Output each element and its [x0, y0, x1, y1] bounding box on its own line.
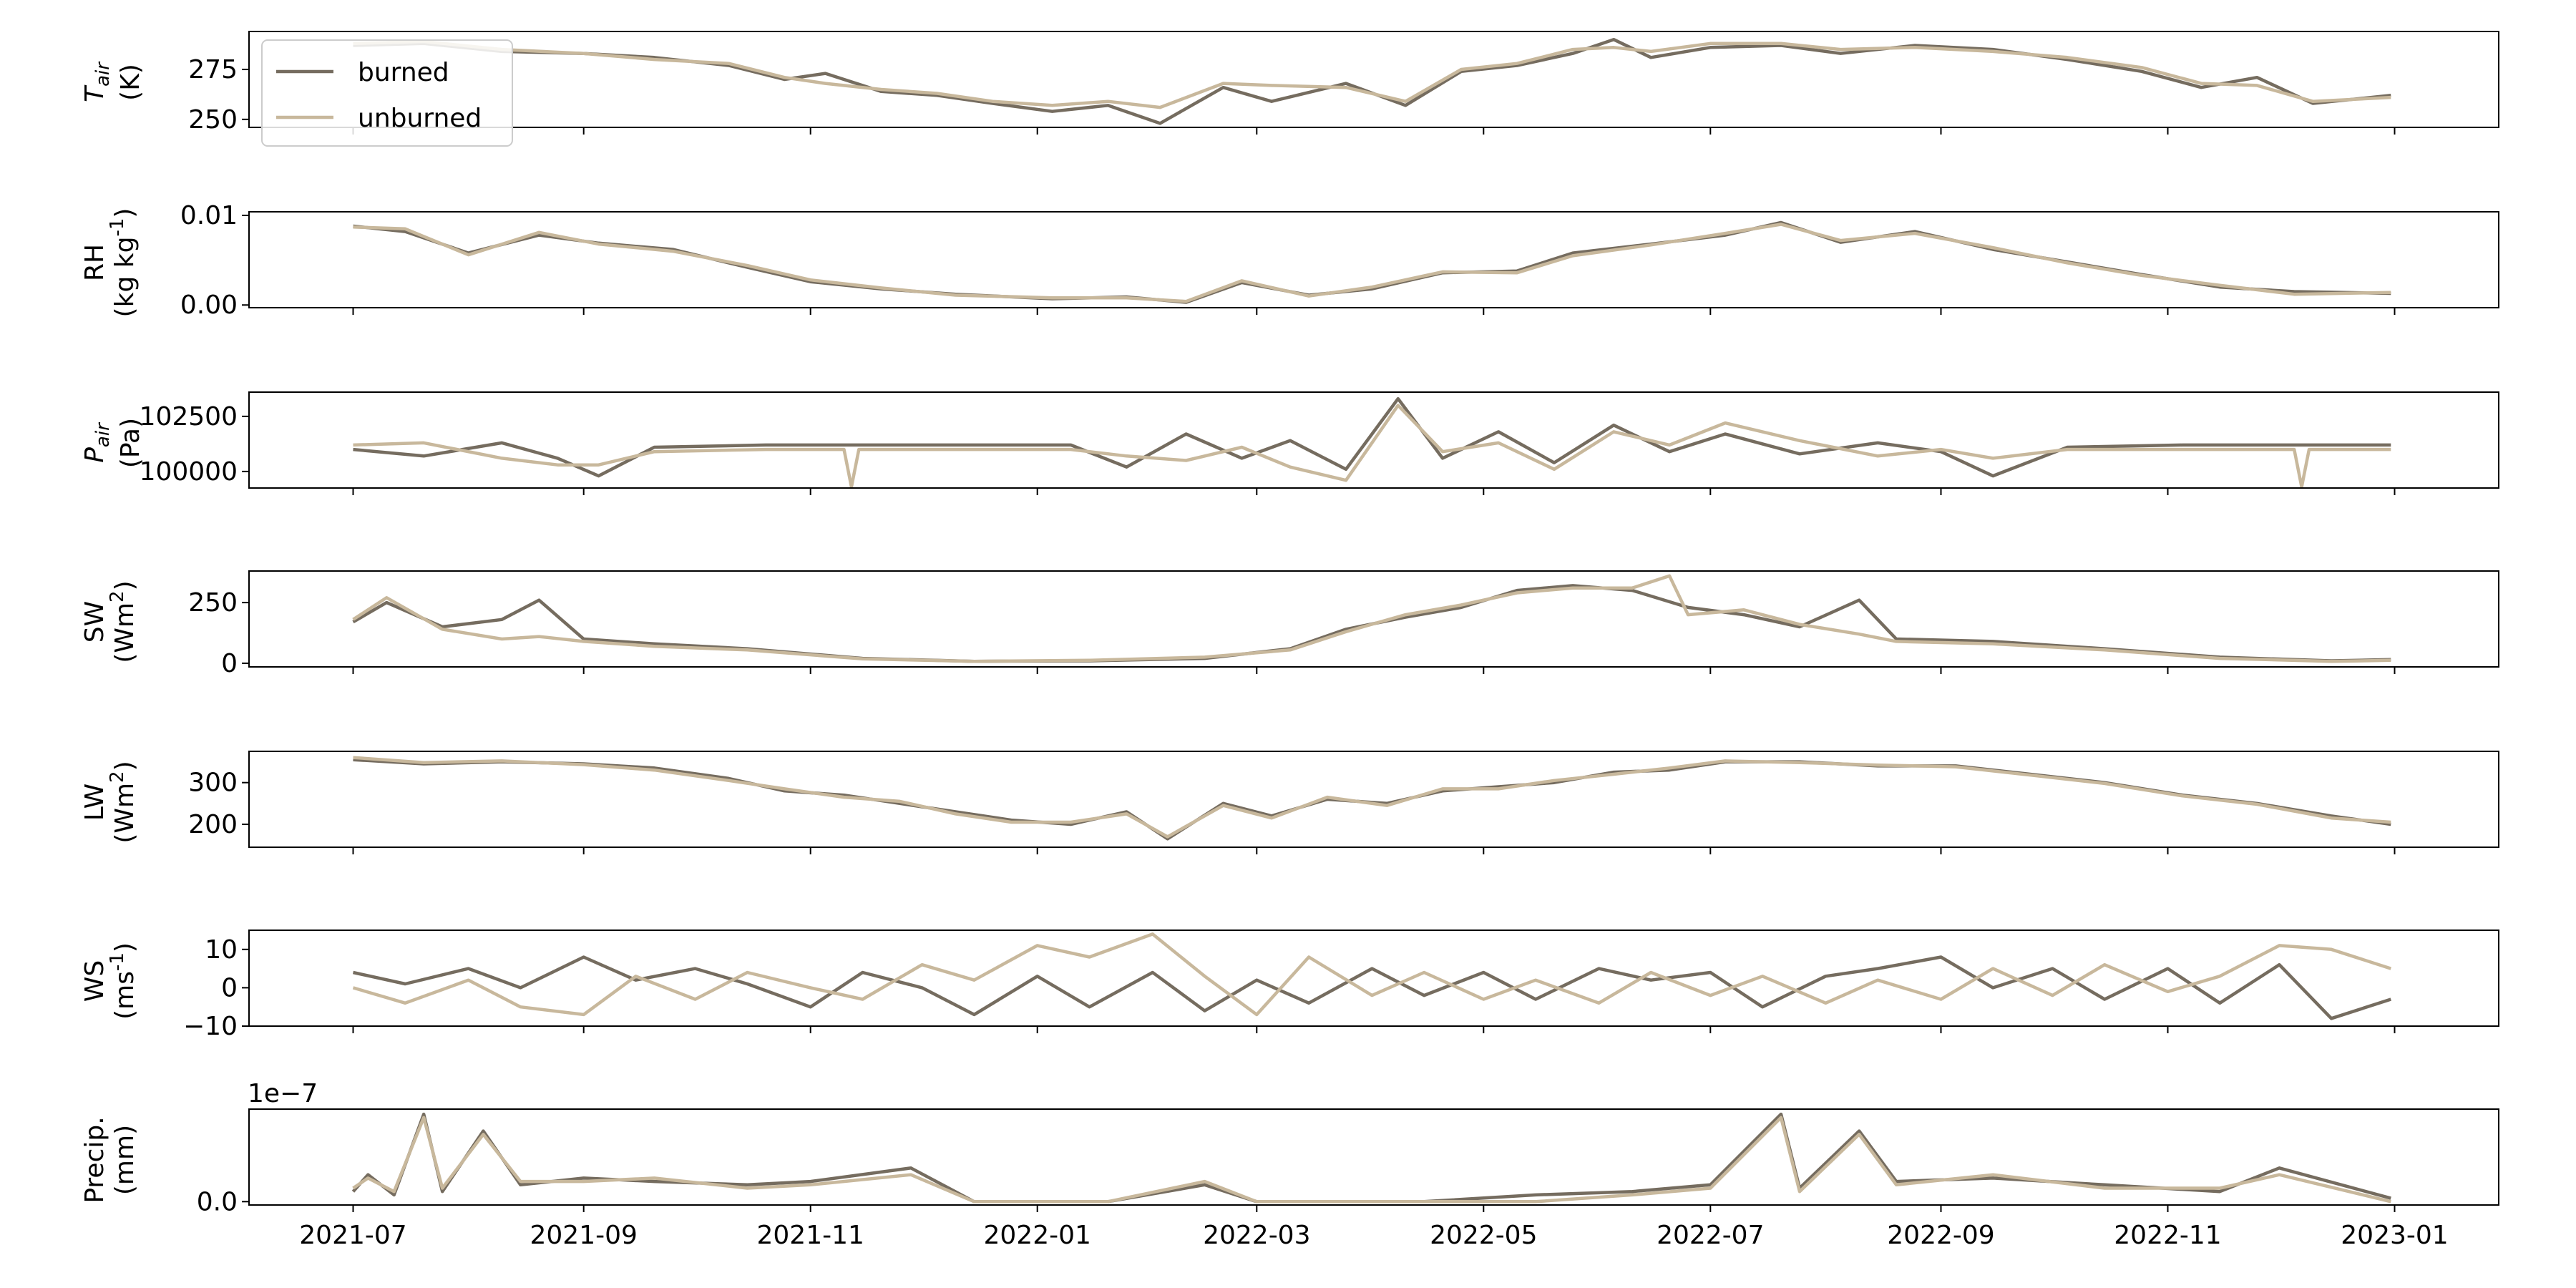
x-tick-label: 2022-05	[1430, 1221, 1537, 1250]
series-unburned-line	[352, 932, 2391, 1017]
panel-1: 0.00 0.01 RH(kg kg-1)	[80, 201, 2499, 320]
panel-6-series	[351, 1112, 2391, 1204]
series-unburned-line	[352, 574, 2391, 663]
panel-2-ylabel: Pair(Pa)	[80, 418, 145, 468]
x-tick-label: 2022-01	[983, 1221, 1091, 1250]
panel-3-ytick-label: 0	[221, 649, 238, 678]
panel-5-series	[352, 932, 2391, 1020]
panel-0-ylabel: Tair(K)	[80, 61, 145, 102]
panel-6-frame	[248, 1108, 2499, 1206]
panel-6-ytick-label: 0.0	[197, 1187, 238, 1216]
x-tick-label: 2022-09	[1887, 1221, 1994, 1250]
panel-4-frame	[248, 751, 2499, 848]
panel-3: 0 250 SW(Wm2)	[80, 570, 2499, 678]
panel-3-ylabel: SW(Wm2)	[80, 580, 140, 663]
panel-2-series	[353, 396, 2391, 488]
panel-0-ytick-label: 250	[188, 105, 238, 135]
panel-5-ytick-label: 0	[221, 973, 238, 1002]
legend-burned-label: burned	[358, 58, 449, 87]
legend: burned unburned	[261, 39, 513, 147]
panel-0: 250 275 Tair(K)	[80, 31, 2499, 135]
panel-0-series	[353, 37, 2391, 125]
panel-5-ytick-label: −10	[183, 1012, 238, 1041]
series-unburned-line	[352, 1116, 2391, 1204]
panel-1-ytick-label: 0.00	[180, 291, 238, 320]
series-burned-line	[353, 396, 2391, 478]
x-tick-label: 2022-11	[2114, 1221, 2221, 1250]
panel-6-ylabel: Precip.(mm)	[80, 1116, 140, 1203]
series-burned-line	[353, 37, 2391, 125]
x-axis: 2021-07 2021-09 2021-11 2022-01 2022-03 2022-…	[299, 1221, 2448, 1250]
panel-1-ylabel: RH(kg kg-1)	[80, 208, 140, 318]
panel-4-series	[353, 756, 2391, 841]
panel-3-frame	[248, 570, 2499, 668]
series-burned-line	[353, 955, 2391, 1020]
x-tick-label: 2023-01	[2341, 1221, 2448, 1250]
x-tick-label: 2022-03	[1203, 1221, 1310, 1250]
panel-3-series	[352, 574, 2391, 663]
panel-2-frame	[248, 391, 2499, 489]
series-burned-line	[353, 220, 2391, 304]
x-tick-label: 2021-07	[299, 1221, 406, 1250]
x-tick-label: 2021-09	[530, 1221, 637, 1250]
panel-5: −10 0 10 WS(ms-1)	[80, 930, 2499, 1041]
panel-0-ytick-label: 275	[188, 55, 238, 84]
panel-5-ytick-label: 10	[205, 935, 238, 965]
panel-1-ytick-label: 0.01	[180, 201, 238, 230]
panel-5-ylabel: WS(ms-1)	[80, 942, 140, 1020]
series-unburned-line	[353, 39, 2391, 109]
panel-2-ytick-label: 100000	[140, 457, 238, 487]
legend-unburned-label: unburned	[358, 104, 482, 133]
panel-4-ytick-label: 300	[188, 769, 238, 798]
panel-5-frame	[248, 930, 2499, 1027]
legend-box	[261, 39, 513, 147]
panel-1-frame	[248, 211, 2499, 308]
panel-4-ylabel: LW(Wm2)	[80, 761, 140, 843]
panel-4: 200 300 LW(Wm2)	[80, 751, 2499, 854]
series-unburned-line	[353, 223, 2391, 303]
panel-4-ytick-label: 200	[188, 810, 238, 839]
panel-1-series	[353, 220, 2391, 304]
x-tick-label: 2021-11	[756, 1221, 864, 1250]
panel-2-ytick-label: 102500	[140, 402, 238, 431]
panel-6-offset-text: 1e−7	[248, 1079, 318, 1108]
x-tick-label: 2022-07	[1657, 1221, 1764, 1250]
series-unburned-line	[353, 404, 2391, 488]
panel-0-frame	[248, 31, 2499, 128]
series-burned-line	[352, 584, 2391, 663]
series-unburned-line	[353, 756, 2391, 839]
series-burned-line	[351, 1112, 2391, 1204]
panel-3-ytick-label: 250	[188, 588, 238, 618]
